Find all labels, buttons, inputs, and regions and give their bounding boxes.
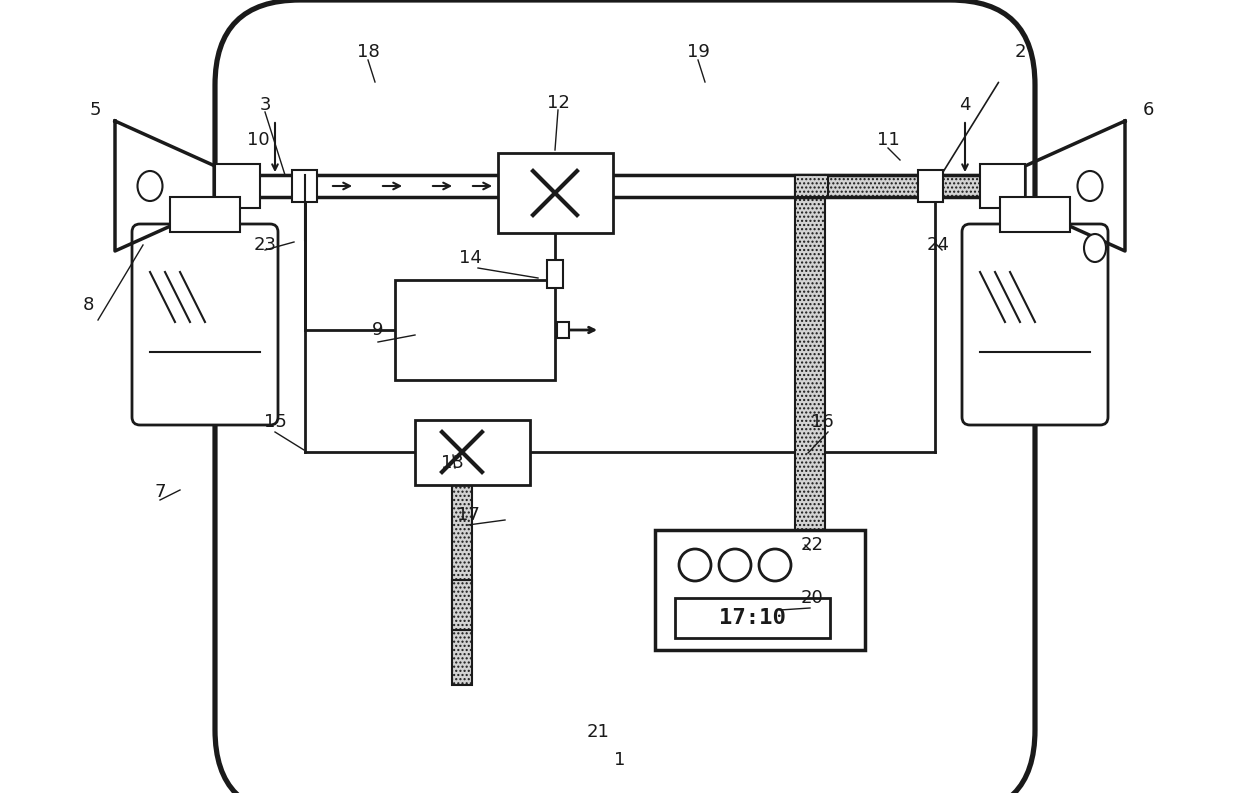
Text: 4: 4 bbox=[960, 96, 971, 114]
Ellipse shape bbox=[1078, 171, 1102, 201]
Bar bbox=[224, 175, 1016, 197]
Text: 17:10: 17:10 bbox=[718, 608, 785, 628]
Ellipse shape bbox=[138, 171, 162, 201]
Bar bbox=[170, 197, 241, 232]
Bar bbox=[999, 197, 1070, 232]
Ellipse shape bbox=[759, 549, 791, 581]
Text: 18: 18 bbox=[357, 43, 379, 61]
Bar bbox=[675, 598, 830, 638]
Ellipse shape bbox=[1084, 234, 1106, 262]
Text: 9: 9 bbox=[372, 321, 383, 339]
Text: 17: 17 bbox=[456, 506, 480, 524]
FancyBboxPatch shape bbox=[962, 224, 1109, 425]
Text: 21: 21 bbox=[587, 723, 609, 741]
Text: 2: 2 bbox=[1014, 43, 1025, 61]
Text: 20: 20 bbox=[801, 589, 823, 607]
Text: 8: 8 bbox=[82, 296, 94, 314]
Bar bbox=[453, 485, 472, 685]
Bar bbox=[396, 280, 556, 380]
Text: 5: 5 bbox=[89, 101, 100, 119]
Text: 15: 15 bbox=[264, 413, 286, 431]
Text: 16: 16 bbox=[811, 413, 833, 431]
Bar bbox=[825, 175, 1016, 197]
Ellipse shape bbox=[719, 549, 751, 581]
FancyBboxPatch shape bbox=[131, 224, 278, 425]
Text: 13: 13 bbox=[440, 454, 464, 472]
Bar bbox=[498, 153, 613, 233]
Bar bbox=[224, 175, 1016, 197]
Bar bbox=[795, 175, 825, 590]
Bar bbox=[980, 164, 1025, 208]
Bar bbox=[557, 322, 569, 338]
Text: 1: 1 bbox=[614, 751, 626, 769]
Text: 24: 24 bbox=[926, 236, 950, 254]
Text: 10: 10 bbox=[247, 131, 269, 149]
FancyBboxPatch shape bbox=[215, 0, 1035, 793]
Text: 14: 14 bbox=[459, 249, 481, 267]
Text: 23: 23 bbox=[253, 236, 277, 254]
Text: 12: 12 bbox=[547, 94, 569, 112]
Bar bbox=[453, 580, 472, 630]
Bar bbox=[918, 170, 942, 202]
Text: 3: 3 bbox=[259, 96, 270, 114]
Text: 19: 19 bbox=[687, 43, 709, 61]
Text: 7: 7 bbox=[154, 483, 166, 501]
Bar bbox=[547, 260, 563, 288]
Bar bbox=[215, 164, 260, 208]
Text: 22: 22 bbox=[801, 536, 823, 554]
Ellipse shape bbox=[680, 549, 711, 581]
Bar bbox=[415, 420, 529, 485]
Bar bbox=[655, 530, 866, 650]
Bar bbox=[795, 175, 828, 197]
Bar bbox=[291, 170, 317, 202]
Text: 6: 6 bbox=[1142, 101, 1153, 119]
Text: 11: 11 bbox=[877, 131, 899, 149]
